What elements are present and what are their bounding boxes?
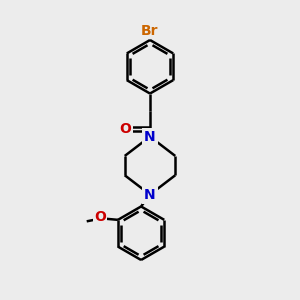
Text: Br: Br	[141, 24, 159, 38]
Text: O: O	[119, 122, 131, 136]
Text: N: N	[144, 188, 156, 202]
Text: N: N	[144, 130, 156, 144]
Text: O: O	[94, 210, 106, 224]
